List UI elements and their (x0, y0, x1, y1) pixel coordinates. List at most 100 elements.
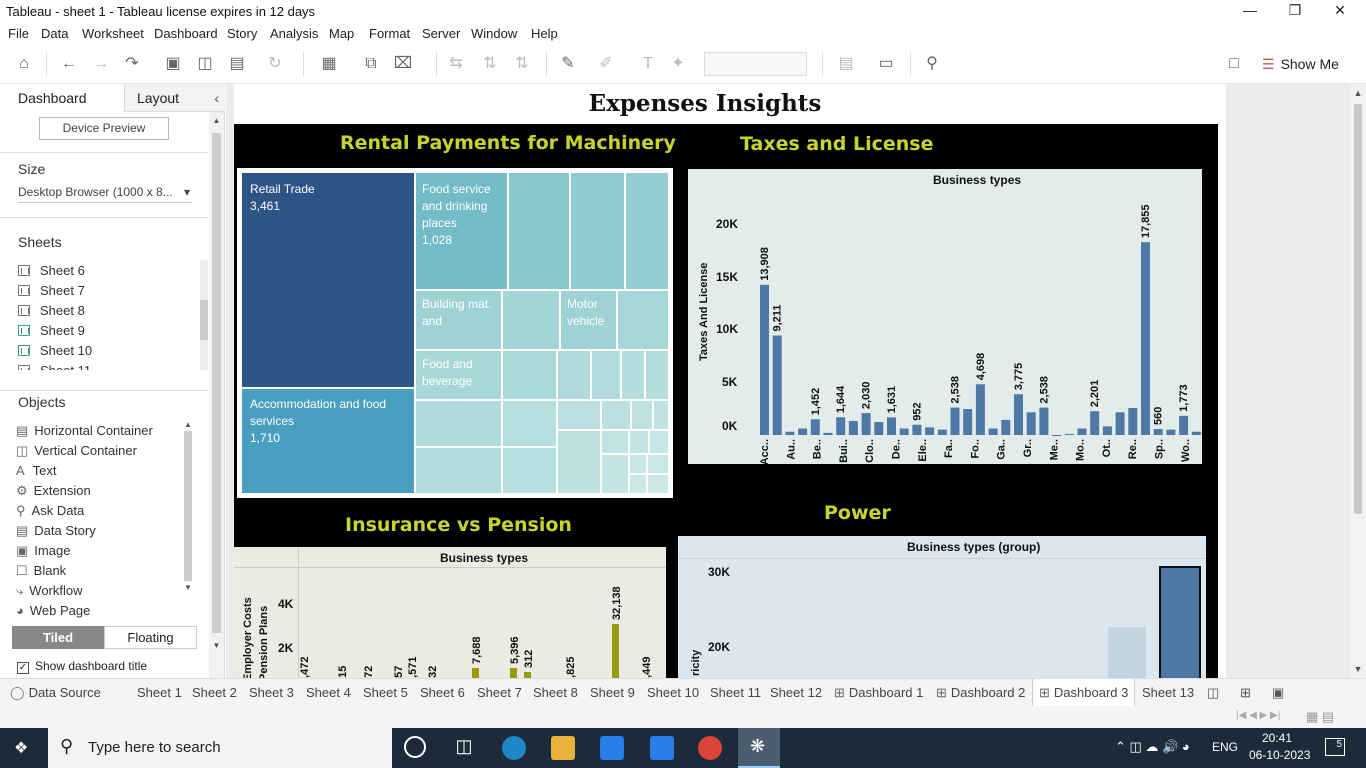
treemap-cell[interactable] (621, 350, 645, 400)
close-button[interactable]: ✕ (1334, 2, 1346, 18)
file-explorer-icon[interactable] (551, 736, 575, 760)
taxes-bar[interactable] (760, 284, 769, 435)
clear-sheet-icon[interactable]: ⌧ (393, 55, 413, 72)
share-icon[interactable]: ⚲ (926, 55, 938, 72)
treemap-cell[interactable] (617, 290, 669, 350)
tab-sheet[interactable]: Sheet 12 (770, 685, 823, 700)
sheet-list-item[interactable]: Sheet 6 (18, 262, 85, 280)
taxes-bar[interactable] (874, 422, 884, 435)
mail-icon[interactable] (650, 736, 674, 760)
notification-icon[interactable]: 5 (1325, 738, 1345, 756)
taxes-bar[interactable] (899, 428, 909, 435)
tab-layout[interactable]: Layout ‹ (124, 84, 225, 112)
tab-dashboard[interactable]: ⊞ Dashboard 1 (834, 685, 923, 701)
treemap-cell-building[interactable]: Building mat. and (415, 290, 502, 350)
treemap-cell[interactable] (557, 350, 591, 400)
taxes-bar[interactable] (1001, 419, 1011, 435)
new-data-source-icon[interactable]: ◫ (197, 55, 213, 72)
taxes-bar[interactable] (1064, 433, 1074, 435)
chrome-icon[interactable] (698, 736, 722, 760)
canvas-scrollbar[interactable]: ▲ ▼ (1350, 84, 1366, 678)
store-icon[interactable] (600, 736, 624, 760)
taxes-bar[interactable] (975, 384, 985, 435)
treemap-cell[interactable] (508, 172, 570, 290)
tab-dashboard[interactable]: Dashboard (0, 84, 124, 112)
taxes-bar[interactable] (988, 428, 998, 435)
sheets-scrollbar[interactable] (200, 260, 208, 370)
sheet-list-item[interactable]: Sheet 7 (18, 282, 85, 300)
tab-sheet[interactable]: Sheet 4 (306, 685, 351, 700)
taxes-bar[interactable] (912, 424, 922, 435)
treemap-cell[interactable] (557, 430, 601, 494)
taxes-bar[interactable] (925, 427, 935, 435)
taxes-bar[interactable] (823, 432, 833, 435)
highlight-icon[interactable]: ✎ (561, 55, 575, 72)
taxes-bar[interactable] (836, 417, 846, 435)
redo-icon[interactable]: → (93, 55, 109, 72)
sheet-list-item[interactable]: Sheet 10 (18, 342, 92, 360)
tab-sheet[interactable]: Sheet 6 (420, 685, 465, 700)
taskbar-search[interactable]: ⚲ Type here to search (48, 728, 392, 768)
clock-date[interactable]: 06-10-2023 (1249, 748, 1311, 762)
treemap-cell[interactable] (625, 172, 669, 290)
taxes-bar[interactable] (887, 417, 896, 435)
treemap-cell-food-service[interactable]: Food service and drinking places 1,028 (415, 172, 508, 290)
replay-icon[interactable]: ↷ (125, 55, 139, 72)
pause-updates-icon[interactable]: ▤ (229, 55, 245, 72)
object-text[interactable]: A Text (16, 462, 57, 480)
text-icon[interactable]: T (643, 55, 653, 72)
edge-icon[interactable] (502, 736, 526, 760)
treemap-cell[interactable] (591, 350, 621, 400)
menu-worksheet[interactable]: Worksheet (82, 26, 144, 41)
treemap-cell[interactable] (502, 350, 557, 400)
treemap-cell[interactable] (631, 400, 653, 430)
taxes-bar[interactable] (861, 413, 871, 435)
tab-sheet[interactable]: Sheet 8 (533, 685, 578, 700)
new-worksheet-icon[interactable]: ▦ (321, 55, 337, 72)
tab-sheet[interactable]: Sheet 11 (710, 685, 762, 700)
tab-sheet[interactable]: Sheet 7 (477, 685, 522, 700)
taxes-bar[interactable] (1052, 435, 1062, 436)
tab-dashboard[interactable]: ⊞ Dashboard 2 (936, 685, 1025, 701)
insurance-bar[interactable] (524, 672, 531, 678)
treemap-cell[interactable] (629, 474, 647, 494)
treemap-cell[interactable] (629, 454, 647, 474)
treemap-cell[interactable] (601, 454, 629, 494)
chart-type-icon[interactable]: ▤ (838, 55, 854, 72)
home-icon[interactable]: ⌂ (19, 55, 29, 72)
treemap-cell-food-beverage[interactable]: Food and beverage (415, 350, 502, 400)
tab-sheet[interactable]: Sheet 5 (363, 685, 408, 700)
object-workflow[interactable]: ⤷ Workflow (16, 582, 83, 600)
tiled-button[interactable]: Tiled (12, 626, 104, 649)
menu-data[interactable]: Data (41, 26, 69, 41)
taxes-bar[interactable] (1128, 408, 1138, 435)
insurance-bar[interactable] (612, 624, 619, 678)
taxes-bar[interactable] (1026, 412, 1036, 435)
size-dropdown[interactable]: Desktop Browser (1000 x 8... ▾ (18, 185, 192, 203)
tableau-taskbar-icon[interactable]: ❋ (738, 728, 780, 768)
taxes-bar[interactable] (1039, 407, 1049, 435)
tab-sheet[interactable]: Sheet 1 (137, 685, 182, 700)
sort-desc-icon[interactable]: ⇅ (515, 55, 529, 72)
show-title-checkbox[interactable]: ✓ Show dashboard title (17, 659, 147, 674)
menu-window[interactable]: Window (471, 26, 518, 41)
left-panel-scrollbar[interactable]: ▲ ▼ (209, 112, 224, 678)
menu-file[interactable]: File (8, 26, 29, 41)
tab-sheet[interactable]: Sheet 3 (249, 685, 294, 700)
grid-view-icon[interactable]: ▦ ▤ (1306, 709, 1335, 724)
object-extension[interactable]: ⚙ Extension (16, 482, 91, 500)
windows-start-icon[interactable]: ❖ (14, 740, 29, 757)
refresh-icon[interactable]: ↻ (268, 55, 282, 72)
insurance-bar[interactable] (510, 668, 517, 678)
taxes-bar[interactable] (1191, 431, 1201, 435)
menu-story[interactable]: Story (227, 26, 258, 41)
tab-sheet[interactable]: Sheet 9 (590, 685, 635, 700)
menu-map[interactable]: Map (329, 26, 355, 41)
clock-time[interactable]: 20:41 (1262, 731, 1293, 745)
undo-icon[interactable]: ← (61, 55, 77, 72)
taxes-bar[interactable] (950, 407, 960, 435)
tab-sheet[interactable]: Sheet 10 (647, 685, 700, 700)
language-indicator[interactable]: ENG (1212, 740, 1239, 754)
paint-icon[interactable]: □ (1229, 55, 1239, 72)
menu-dashboard[interactable]: Dashboard (154, 26, 218, 41)
